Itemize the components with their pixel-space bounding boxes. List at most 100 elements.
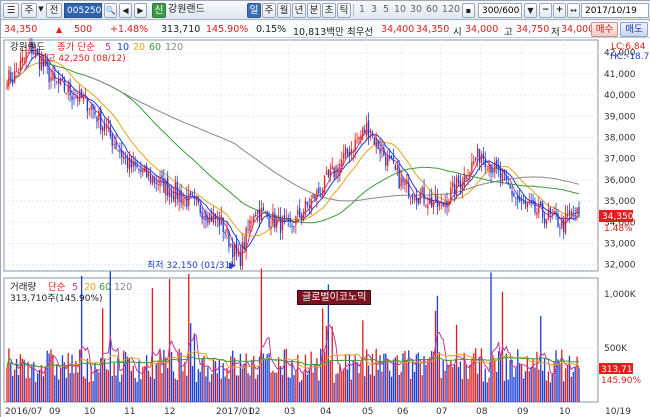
- expand-icon[interactable]: ↔: [567, 3, 580, 18]
- candle-body: [394, 165, 397, 170]
- volume-bar: [465, 363, 467, 402]
- candle-body: [538, 204, 540, 214]
- candle-body: [140, 169, 142, 172]
- period-second-button[interactable]: 초: [322, 3, 336, 18]
- volume-bar: [92, 381, 94, 402]
- period-year-button[interactable]: 년: [292, 3, 306, 18]
- volume-bar: [255, 378, 257, 402]
- interval-10-button[interactable]: 10: [393, 4, 407, 15]
- prev-stock-icon[interactable]: ◀: [119, 3, 132, 18]
- volume-bar: [142, 366, 144, 402]
- interval-60-button[interactable]: 60: [425, 4, 439, 15]
- interval-3-button[interactable]: 3: [370, 4, 378, 15]
- candle-body: [503, 170, 506, 174]
- volume-bar: [216, 373, 219, 402]
- candle-body: [475, 158, 477, 160]
- candle-body: [218, 219, 221, 227]
- volume-bar: [211, 374, 213, 402]
- interval-30-button[interactable]: 30: [409, 4, 423, 15]
- volume-bar: [434, 310, 437, 402]
- volume-bar: [316, 358, 318, 402]
- volume-sub-label: 313,710주(145.90%): [10, 293, 103, 304]
- candle-body: [371, 133, 374, 135]
- zoom-in-icon[interactable]: +: [553, 3, 566, 18]
- candle-body: [354, 139, 356, 151]
- candle-body: [128, 157, 131, 170]
- candle-body: [295, 215, 297, 225]
- candle-body: [524, 199, 527, 205]
- candle-body: [413, 199, 416, 200]
- candle-body: [415, 196, 418, 201]
- candle-body: [184, 196, 186, 199]
- volume-bar: [50, 349, 52, 402]
- volume-bar: [358, 373, 360, 402]
- low-price: 34,000: [561, 24, 595, 35]
- stock-type-dropdown-icon[interactable]: ▼: [38, 5, 44, 13]
- candle-body: [113, 143, 115, 145]
- candle-body: [566, 213, 569, 216]
- candle-body: [40, 59, 43, 71]
- menu-button[interactable]: ☰: [3, 3, 19, 18]
- volume-bar: [163, 349, 165, 402]
- market-button[interactable]: 전: [46, 3, 62, 18]
- next-stock-icon[interactable]: ▶: [134, 3, 147, 18]
- candle-body: [457, 175, 460, 184]
- period-week-button[interactable]: 주: [262, 3, 276, 18]
- volume-bar: [253, 356, 255, 402]
- candle-body: [172, 196, 175, 200]
- volume-bar: [440, 378, 442, 402]
- candle-body: [444, 203, 446, 207]
- candle-body: [82, 95, 85, 101]
- volume-bar: [151, 288, 154, 402]
- period-dropdown-icon[interactable]: ▼: [524, 3, 537, 18]
- chart-area[interactable]: 42,000 41,000 40,000 39,000 38,000 37,000 36,0…: [1, 34, 650, 417]
- interval-1-button[interactable]: 1: [358, 4, 366, 15]
- volume-bar: [515, 368, 517, 402]
- volume-bar: [19, 354, 22, 402]
- interval-120-button[interactable]: 120: [441, 4, 461, 15]
- candle-body: [79, 89, 81, 102]
- date-input[interactable]: [581, 3, 649, 18]
- stock-code-input[interactable]: [64, 3, 102, 18]
- volume-bar: [293, 375, 295, 402]
- candle-body: [429, 197, 431, 205]
- stock-chart-svg[interactable]: 42,000 41,000 40,000 39,000 38,000 37,000 36,0…: [1, 34, 650, 417]
- volume-bar: [138, 360, 140, 402]
- volume-bar: [186, 375, 188, 402]
- last-volume-pct: 145.90%: [601, 376, 641, 386]
- candle-body: [557, 213, 559, 228]
- volume-bar: [497, 351, 500, 402]
- price-change-pct: +1.48%: [110, 24, 149, 35]
- zoom-out-icon[interactable]: −: [539, 3, 552, 18]
- period-minute-button[interactable]: 분: [307, 3, 321, 18]
- sell-button[interactable]: 매도: [620, 22, 648, 37]
- period-range-input[interactable]: [478, 3, 522, 18]
- candle-body: [348, 151, 351, 157]
- candle-body: [490, 164, 492, 174]
- candle-body: [515, 197, 517, 199]
- candle-body: [496, 160, 498, 168]
- period-month-button[interactable]: 월: [277, 3, 291, 18]
- search-icon[interactable]: 🔍: [104, 3, 117, 18]
- candle-body: [400, 177, 402, 187]
- volume-bar: [107, 370, 110, 402]
- volume-bar: [505, 353, 507, 402]
- candle-body: [364, 129, 366, 133]
- volume-bar: [136, 381, 138, 402]
- candle-body: [15, 71, 18, 73]
- buy-button[interactable]: 매수: [591, 22, 618, 37]
- lc-label: LC:6.84: [611, 42, 646, 52]
- candle-body: [411, 195, 414, 199]
- lock-icon[interactable]: ▪: [462, 3, 475, 18]
- candle-body: [517, 195, 519, 200]
- volume-bar: [84, 378, 87, 402]
- date-tick-label: 04: [320, 407, 332, 417]
- volume-bar: [6, 368, 8, 402]
- volume-bar: [551, 374, 553, 402]
- stock-type-button[interactable]: 주: [21, 3, 37, 18]
- interval-5-button[interactable]: 5: [382, 4, 390, 15]
- candle-body: [96, 117, 98, 122]
- period-tick-button[interactable]: 틱: [337, 3, 351, 18]
- period-day-button[interactable]: 일: [247, 3, 261, 18]
- candle-body: [163, 178, 165, 193]
